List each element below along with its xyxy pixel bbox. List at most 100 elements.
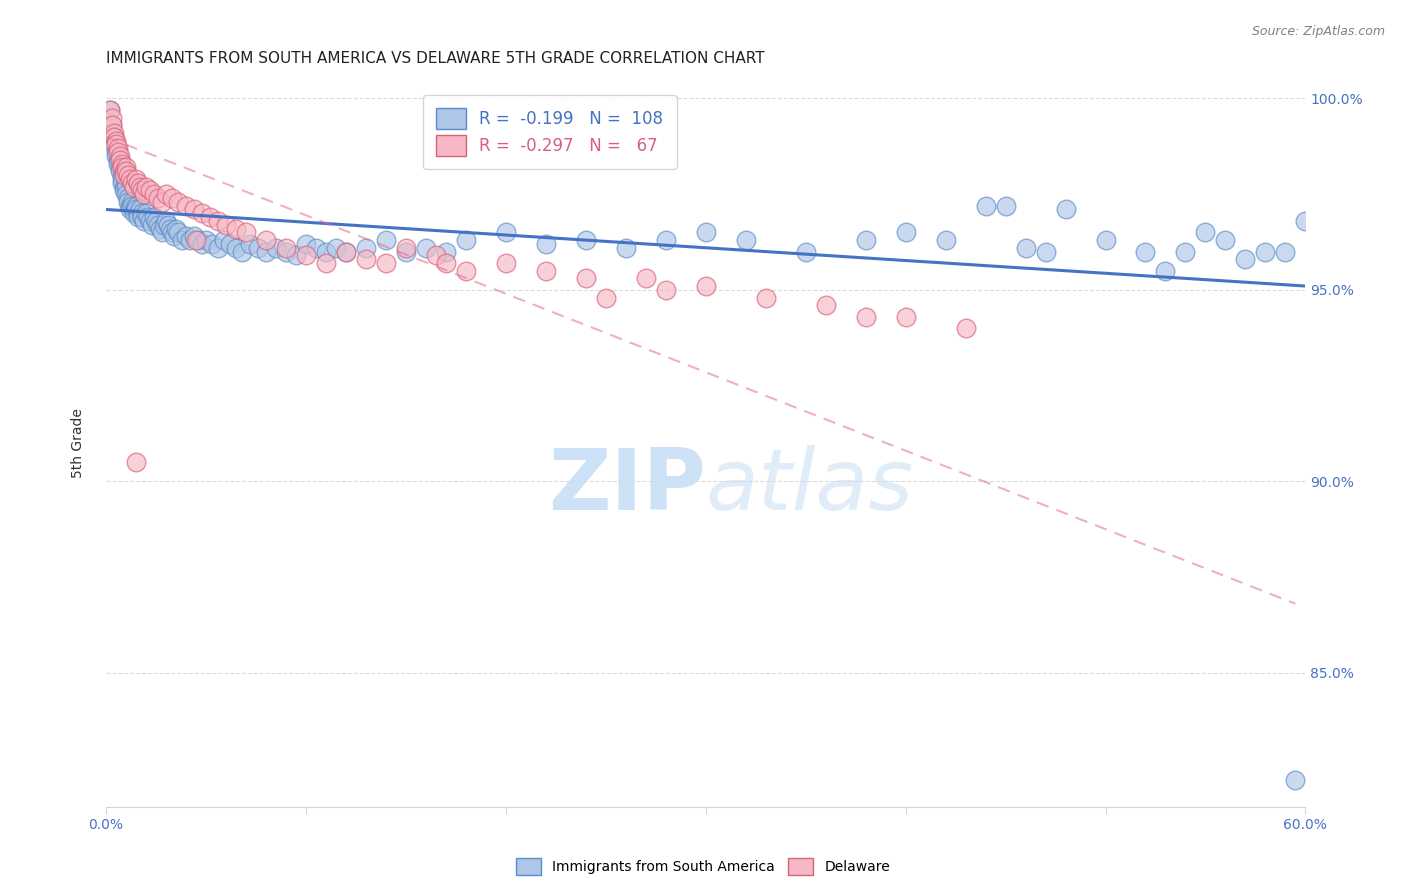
Point bbox=[112, 183, 135, 197]
Point bbox=[354, 252, 377, 267]
Point bbox=[155, 214, 177, 228]
Point bbox=[129, 202, 152, 217]
Point bbox=[425, 248, 447, 262]
Point bbox=[121, 199, 143, 213]
Point bbox=[143, 187, 166, 202]
Point bbox=[495, 256, 517, 270]
Point bbox=[112, 168, 135, 182]
Point bbox=[131, 210, 153, 224]
Point bbox=[595, 291, 617, 305]
Point bbox=[139, 214, 162, 228]
Text: ZIP: ZIP bbox=[548, 445, 706, 528]
Point bbox=[105, 137, 128, 152]
Point bbox=[974, 199, 997, 213]
Point bbox=[1154, 264, 1177, 278]
Legend: Immigrants from South America, Delaware: Immigrants from South America, Delaware bbox=[510, 853, 896, 880]
Point bbox=[1215, 233, 1237, 247]
Point bbox=[614, 241, 637, 255]
Point bbox=[112, 164, 135, 178]
Point bbox=[201, 236, 224, 251]
Point bbox=[149, 221, 172, 235]
Point bbox=[794, 244, 817, 259]
Point bbox=[115, 161, 138, 175]
Point bbox=[141, 218, 163, 232]
Point bbox=[1194, 226, 1216, 240]
Point bbox=[150, 194, 173, 209]
Point bbox=[121, 176, 143, 190]
Point bbox=[225, 241, 247, 255]
Point bbox=[160, 226, 183, 240]
Point bbox=[131, 183, 153, 197]
Point bbox=[434, 256, 457, 270]
Point bbox=[655, 233, 678, 247]
Point bbox=[131, 206, 153, 220]
Point bbox=[183, 229, 205, 244]
Point bbox=[98, 103, 121, 117]
Point bbox=[374, 256, 396, 270]
Point bbox=[855, 233, 877, 247]
Point bbox=[454, 233, 477, 247]
Point bbox=[184, 233, 207, 247]
Point bbox=[894, 226, 917, 240]
Point bbox=[695, 279, 717, 293]
Point bbox=[495, 226, 517, 240]
Point bbox=[108, 149, 131, 163]
Point bbox=[1174, 244, 1197, 259]
Point bbox=[103, 137, 125, 152]
Point bbox=[150, 226, 173, 240]
Point bbox=[120, 199, 142, 213]
Point bbox=[125, 455, 148, 469]
Point bbox=[955, 321, 977, 335]
Point bbox=[153, 218, 176, 232]
Point bbox=[146, 191, 169, 205]
Point bbox=[101, 111, 124, 125]
Point bbox=[125, 172, 148, 186]
Point bbox=[98, 103, 121, 117]
Point bbox=[132, 214, 155, 228]
Point bbox=[855, 310, 877, 324]
Point bbox=[415, 241, 437, 255]
Point bbox=[254, 233, 277, 247]
Point bbox=[103, 126, 125, 140]
Point bbox=[187, 233, 209, 247]
Point bbox=[335, 244, 357, 259]
Point bbox=[115, 164, 138, 178]
Point bbox=[395, 244, 418, 259]
Point bbox=[120, 172, 142, 186]
Point bbox=[101, 118, 124, 132]
Point bbox=[534, 236, 557, 251]
Point bbox=[235, 226, 257, 240]
Point bbox=[103, 129, 125, 144]
Point bbox=[395, 241, 418, 255]
Point bbox=[315, 244, 337, 259]
Y-axis label: 5th Grade: 5th Grade bbox=[72, 408, 86, 478]
Point bbox=[107, 141, 129, 155]
Point bbox=[191, 206, 214, 220]
Point bbox=[127, 206, 149, 220]
Point bbox=[157, 218, 180, 232]
Point bbox=[1135, 244, 1157, 259]
Point bbox=[434, 244, 457, 259]
Point bbox=[145, 214, 167, 228]
Point bbox=[198, 210, 221, 224]
Point bbox=[207, 214, 229, 228]
Text: IMMIGRANTS FROM SOUTH AMERICA VS DELAWARE 5TH GRADE CORRELATION CHART: IMMIGRANTS FROM SOUTH AMERICA VS DELAWAR… bbox=[105, 51, 765, 66]
Point bbox=[108, 161, 131, 175]
Point bbox=[219, 236, 242, 251]
Point bbox=[207, 241, 229, 255]
Point bbox=[1254, 244, 1277, 259]
Point bbox=[325, 241, 347, 255]
Point bbox=[814, 298, 837, 312]
Point bbox=[695, 226, 717, 240]
Point bbox=[1274, 244, 1296, 259]
Point bbox=[146, 218, 169, 232]
Point bbox=[575, 271, 598, 285]
Point bbox=[575, 233, 598, 247]
Text: atlas: atlas bbox=[706, 445, 914, 528]
Point bbox=[127, 210, 149, 224]
Point bbox=[122, 206, 145, 220]
Point bbox=[167, 194, 190, 209]
Point bbox=[136, 210, 159, 224]
Point bbox=[155, 187, 177, 202]
Point bbox=[117, 168, 139, 182]
